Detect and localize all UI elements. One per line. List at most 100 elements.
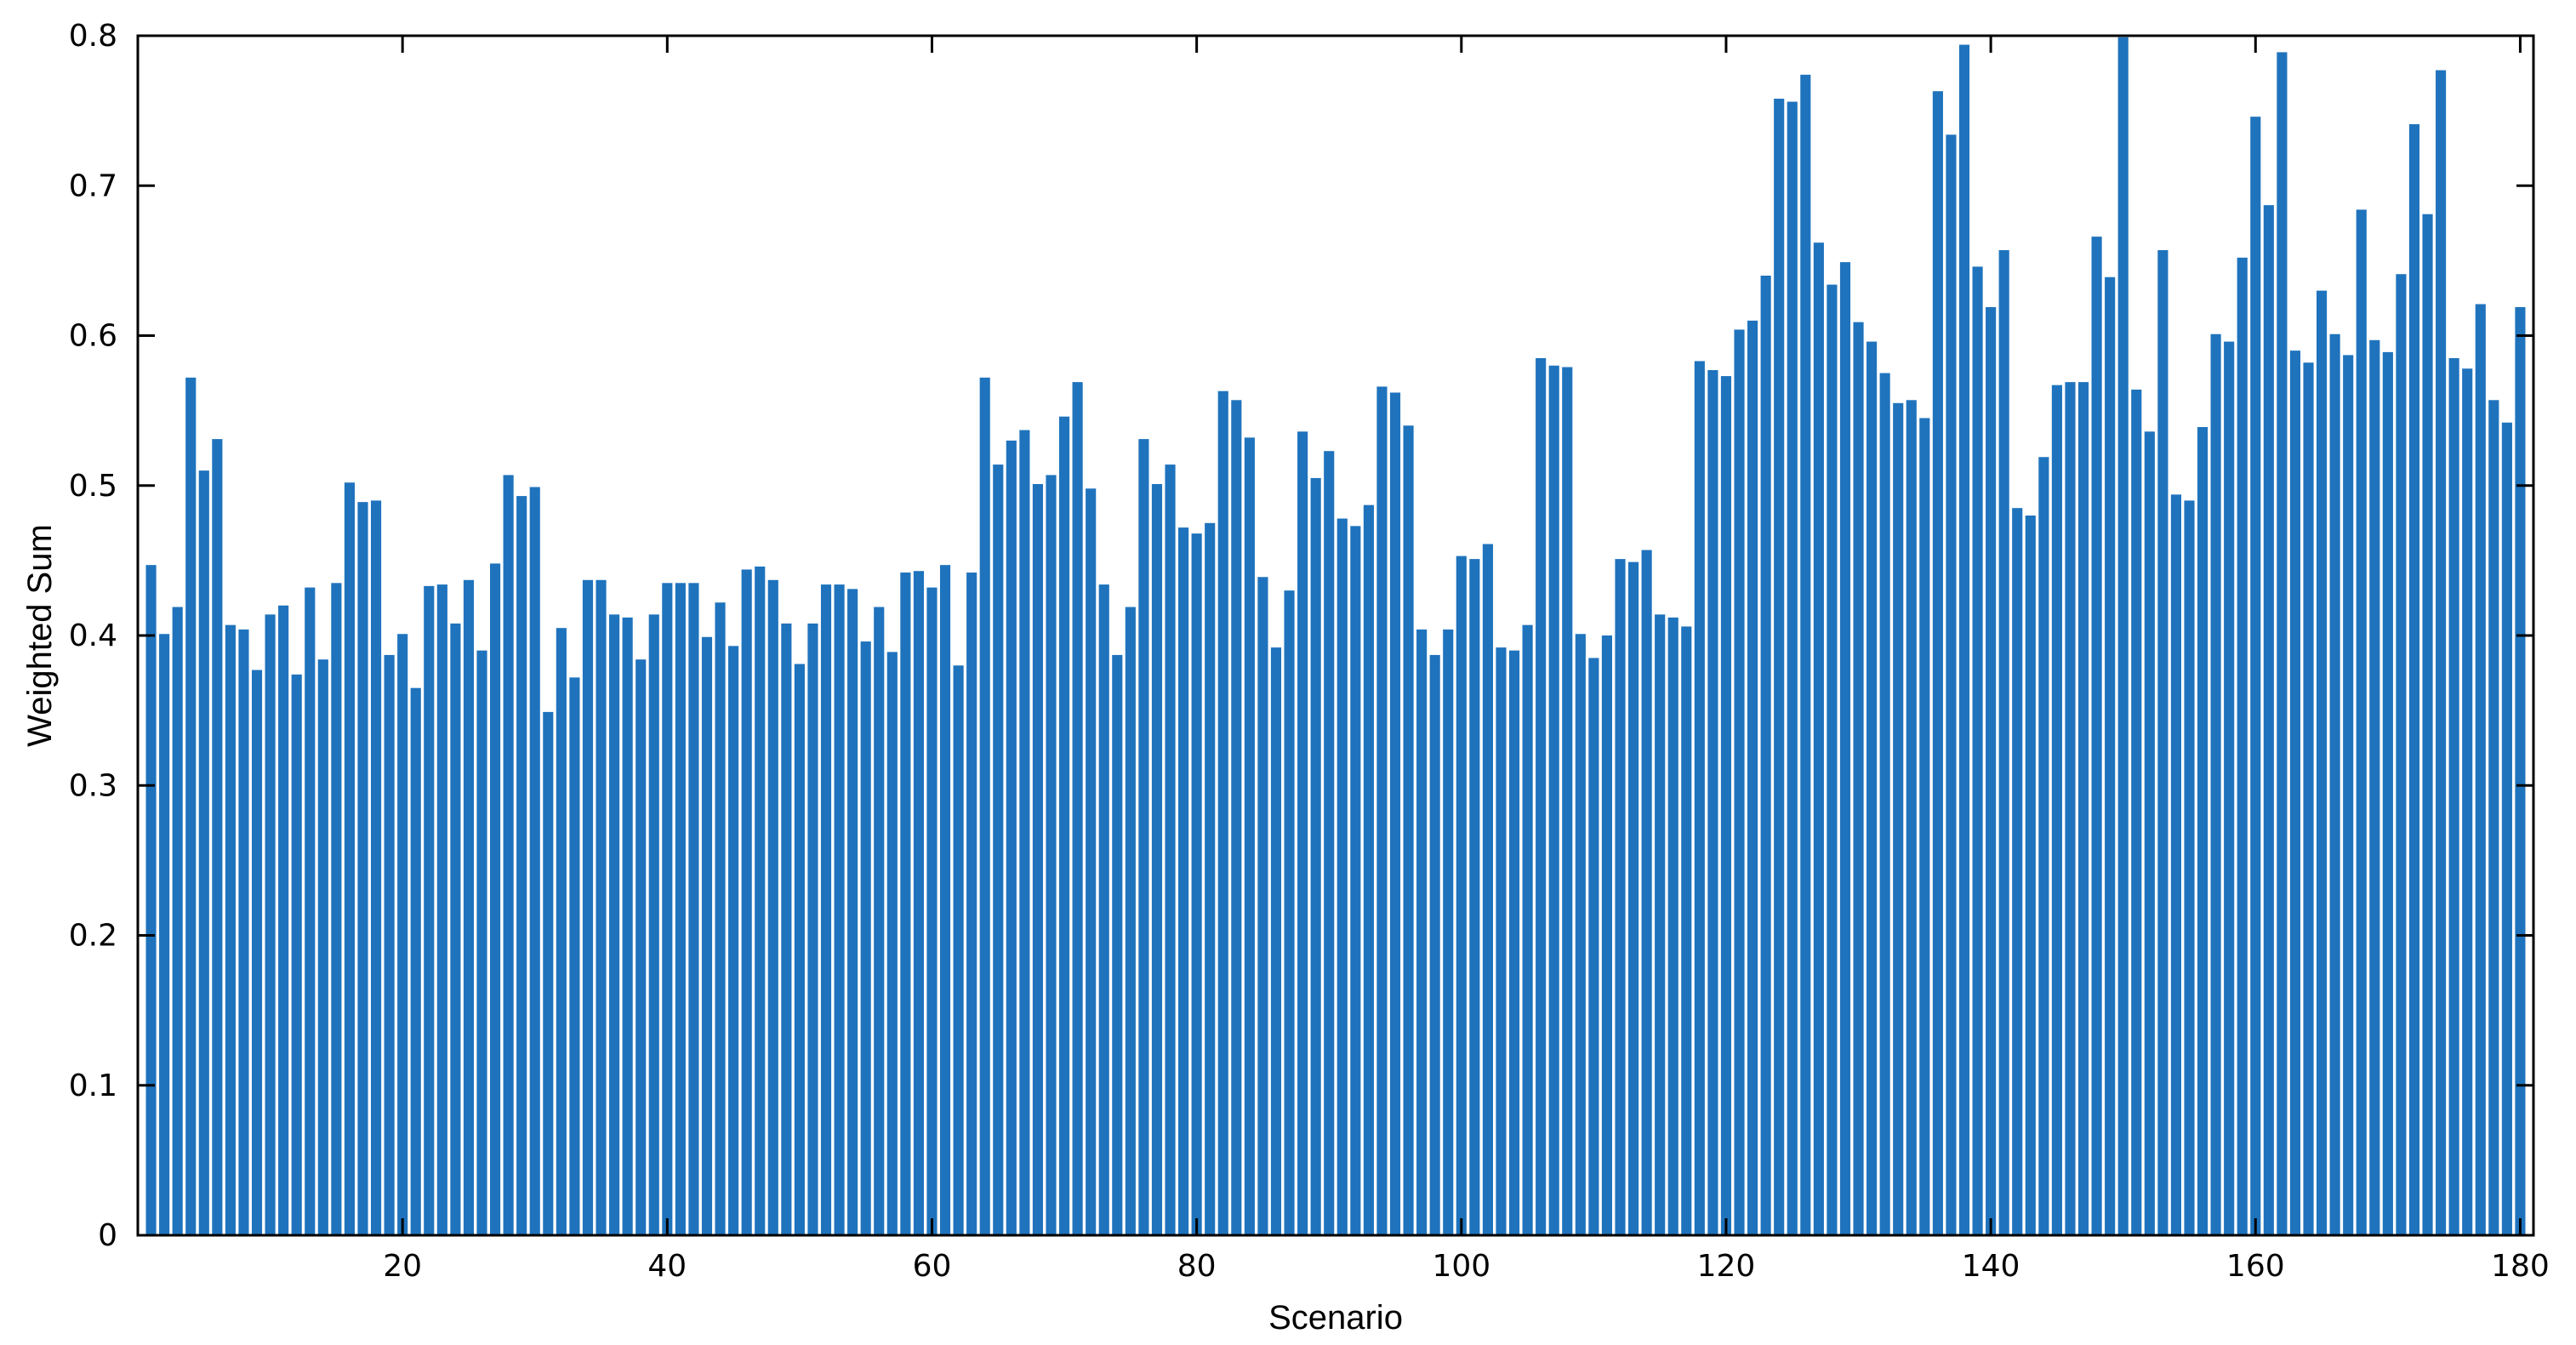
plot-frame: [136, 34, 2535, 1237]
bar-34: [582, 579, 594, 1235]
bar-167: [2343, 355, 2354, 1235]
bar-25: [463, 579, 475, 1235]
bar-159: [2237, 257, 2248, 1236]
bar-31: [543, 711, 554, 1235]
bar-99: [1443, 629, 1454, 1235]
bar-92: [1350, 526, 1361, 1235]
bar-94: [1376, 386, 1388, 1235]
bar-146: [2065, 382, 2076, 1235]
bar-138: [1958, 44, 1970, 1236]
bar-169: [2369, 339, 2380, 1235]
bar-148: [2091, 237, 2102, 1235]
bar-66: [1006, 440, 1017, 1236]
bar-104: [1508, 650, 1520, 1236]
bar-65: [993, 464, 1004, 1235]
bar-9: [251, 670, 263, 1235]
bar-136: [1932, 91, 1943, 1236]
bar-67: [1019, 430, 1030, 1235]
bar-170: [2382, 351, 2393, 1235]
x-axis-title: Scenario: [1268, 1299, 1403, 1336]
bar-100: [1456, 556, 1467, 1235]
bar-97: [1416, 629, 1428, 1235]
bar-56: [874, 607, 885, 1235]
bar-144: [2038, 457, 2049, 1235]
bar-93: [1363, 504, 1374, 1235]
bar-77: [1151, 483, 1163, 1235]
bar-37: [622, 617, 633, 1235]
bar-153: [2157, 250, 2169, 1235]
bar-150: [2117, 37, 2129, 1235]
y-tick-label: 0.6: [69, 319, 117, 354]
bar-15: [331, 583, 342, 1235]
bar-68: [1032, 483, 1044, 1235]
bar-141: [1998, 250, 2009, 1235]
bar-106: [1536, 357, 1547, 1236]
bar-13: [305, 587, 316, 1235]
bar-35: [596, 579, 607, 1235]
bar-43: [701, 636, 713, 1235]
bar-90: [1324, 451, 1335, 1235]
bar-95: [1389, 392, 1401, 1236]
bar-84: [1244, 437, 1255, 1235]
bar-82: [1217, 390, 1228, 1236]
bar-71: [1072, 382, 1083, 1235]
bar-23: [436, 584, 447, 1235]
bar-83: [1231, 400, 1242, 1235]
bar-81: [1205, 522, 1216, 1235]
bar-59: [913, 571, 924, 1235]
bar-111: [1601, 635, 1613, 1235]
bar-145: [2051, 385, 2062, 1235]
bar-110: [1588, 658, 1599, 1235]
bar-124: [1774, 99, 1785, 1235]
bar-46: [741, 569, 752, 1235]
bar-19: [384, 654, 395, 1235]
bar-164: [2303, 362, 2314, 1236]
bar-131: [1866, 341, 1878, 1235]
bar-8: [238, 629, 249, 1235]
bar-69: [1046, 475, 1057, 1235]
y-axis-title: Weighted Sum: [21, 524, 59, 747]
bar-102: [1482, 544, 1493, 1235]
bar-143: [2025, 516, 2036, 1235]
bar-165: [2317, 290, 2328, 1236]
bar-173: [2422, 214, 2433, 1236]
bar-72: [1086, 488, 1097, 1235]
y-tick-label: 0.8: [69, 19, 117, 54]
bar-139: [1972, 266, 1983, 1235]
bar-27: [490, 563, 501, 1235]
bar-6: [212, 439, 223, 1235]
bar-49: [781, 623, 792, 1235]
bar-142: [2012, 508, 2023, 1235]
bar-42: [688, 583, 699, 1235]
bar-89: [1310, 477, 1321, 1235]
bar-118: [1694, 361, 1705, 1236]
bar-54: [847, 589, 858, 1235]
bar-168: [2356, 209, 2367, 1236]
bar-105: [1522, 624, 1533, 1235]
bar-154: [2170, 494, 2182, 1235]
x-tick-label: 140: [1962, 1249, 2020, 1284]
bar-39: [648, 614, 659, 1235]
bar-121: [1734, 329, 1745, 1236]
bar-115: [1655, 614, 1666, 1235]
bar-147: [2077, 382, 2089, 1235]
bar-177: [2475, 304, 2486, 1235]
bar-158: [2224, 341, 2235, 1235]
bar-29: [516, 496, 527, 1235]
y-tick-label: 0.2: [69, 919, 117, 954]
bar-78: [1165, 464, 1176, 1235]
bar-157: [2210, 333, 2221, 1235]
bar-96: [1403, 425, 1414, 1235]
bar-160: [2250, 117, 2261, 1235]
bar-175: [2448, 357, 2459, 1236]
bar-140: [1986, 307, 1997, 1235]
bar-86: [1270, 647, 1282, 1235]
bar-57: [886, 652, 898, 1235]
bar-76: [1138, 439, 1149, 1235]
bar-61: [939, 565, 951, 1235]
bar-180: [2515, 307, 2526, 1235]
bar-74: [1112, 654, 1123, 1235]
bar-107: [1548, 365, 1559, 1235]
bar-112: [1615, 559, 1626, 1235]
